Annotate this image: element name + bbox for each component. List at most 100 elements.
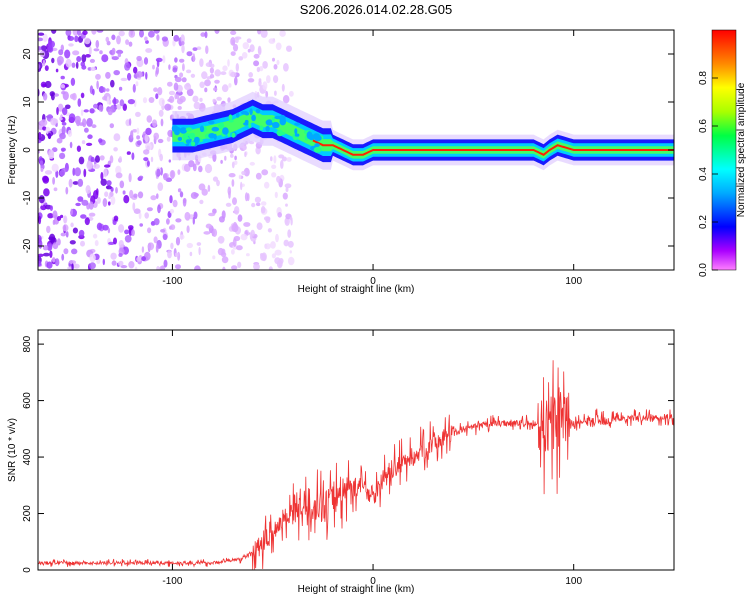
noise-blob [98, 138, 103, 143]
noise-blob [146, 160, 150, 167]
noise-blob [133, 66, 138, 74]
noise-blob [156, 168, 161, 177]
ridge-blob [306, 131, 313, 140]
noise-blob [155, 66, 159, 75]
noise-blob [221, 256, 229, 264]
noise-blob [133, 208, 141, 214]
noise-blob [38, 37, 44, 42]
noise-blob [186, 51, 193, 57]
noise-blob [52, 219, 56, 225]
noise-blob [124, 62, 131, 71]
noise-blob [289, 216, 293, 221]
noise-blob [38, 46, 42, 51]
snr-y-tick-label: 200 [22, 505, 33, 522]
noise-blob [179, 58, 185, 63]
noise-blob [218, 216, 225, 223]
spectrogram-y-axis: 20 10 0 -10 -20 [22, 48, 674, 253]
noise-blob [235, 63, 239, 72]
noise-blob [253, 263, 260, 270]
noise-blob [89, 58, 95, 63]
noise-blob [77, 30, 81, 36]
ridge-blob [294, 133, 300, 137]
noise-blob [155, 244, 159, 253]
noise-blob [192, 216, 195, 225]
noise-blob [99, 155, 105, 161]
noise-blob [253, 60, 260, 67]
ridge-blob [255, 108, 261, 114]
noise-blob [74, 167, 81, 177]
noise-blob [222, 65, 228, 72]
noise-blob [153, 132, 159, 140]
noise-blob [224, 155, 227, 161]
noise-blob [199, 199, 204, 205]
noise-blob [170, 224, 176, 231]
spectrogram-x-tick-label: -100 [162, 276, 182, 287]
noise-blob [72, 227, 78, 234]
noise-blob [198, 183, 206, 191]
noise-blob [274, 90, 277, 96]
noise-blob [167, 81, 173, 87]
noise-blob [118, 240, 124, 249]
noise-blob [82, 30, 88, 36]
noise-blob [168, 159, 171, 163]
noise-blob [51, 30, 57, 34]
noise-blob [173, 34, 180, 42]
noise-blob [230, 30, 237, 35]
noise-blob [196, 46, 202, 50]
noise-blob [84, 37, 91, 45]
noise-blob [105, 36, 110, 43]
noise-blob [70, 208, 73, 216]
noise-blob [287, 240, 294, 248]
noise-blob [76, 145, 81, 152]
noise-blob [75, 202, 81, 207]
noise-blob [111, 260, 117, 266]
noise-blob [44, 170, 53, 175]
noise-blob [189, 251, 193, 257]
noise-blob [284, 217, 290, 226]
ridge-blob [211, 126, 220, 132]
noise-blob [278, 154, 285, 159]
noise-blob [132, 83, 136, 93]
noise-blob [111, 34, 116, 41]
noise-blob [146, 115, 153, 123]
noise-blob [155, 93, 159, 100]
noise-blob [157, 87, 163, 96]
noise-blob [77, 98, 82, 107]
noise-blob [43, 188, 50, 197]
noise-blob [95, 155, 100, 163]
noise-blob [240, 233, 248, 241]
noise-blob [122, 103, 128, 111]
noise-blob [156, 34, 160, 41]
noise-blob [94, 240, 99, 247]
noise-blob [38, 215, 42, 225]
noise-blob [55, 68, 59, 73]
noise-blob [40, 45, 47, 51]
noise-blob [125, 39, 130, 45]
noise-blob [194, 265, 201, 270]
noise-blob [180, 41, 185, 46]
noise-blob [177, 188, 182, 193]
ridge-blob [294, 122, 301, 126]
noise-blob [99, 50, 103, 55]
noise-blob [220, 159, 223, 164]
noise-blob [83, 109, 89, 113]
noise-blob [74, 35, 79, 43]
noise-blob [214, 30, 220, 34]
noise-blob [230, 51, 236, 56]
noise-blob [216, 96, 222, 101]
noise-blob [62, 91, 69, 101]
noise-blob [42, 176, 50, 184]
colorbar-tick-label: 0.2 [698, 215, 709, 229]
noise-blob [89, 108, 95, 114]
noise-blob [190, 73, 196, 78]
snr-x-label: Height of straight line (km) [298, 584, 415, 595]
noise-blob [59, 152, 66, 160]
noise-blob [186, 225, 190, 233]
noise-blob [113, 97, 117, 106]
noise-blob [102, 95, 109, 101]
noise-blob [214, 79, 220, 84]
noise-blob [279, 30, 286, 37]
noise-blob [78, 156, 85, 165]
noise-blob [126, 151, 131, 155]
noise-blob [116, 35, 121, 45]
